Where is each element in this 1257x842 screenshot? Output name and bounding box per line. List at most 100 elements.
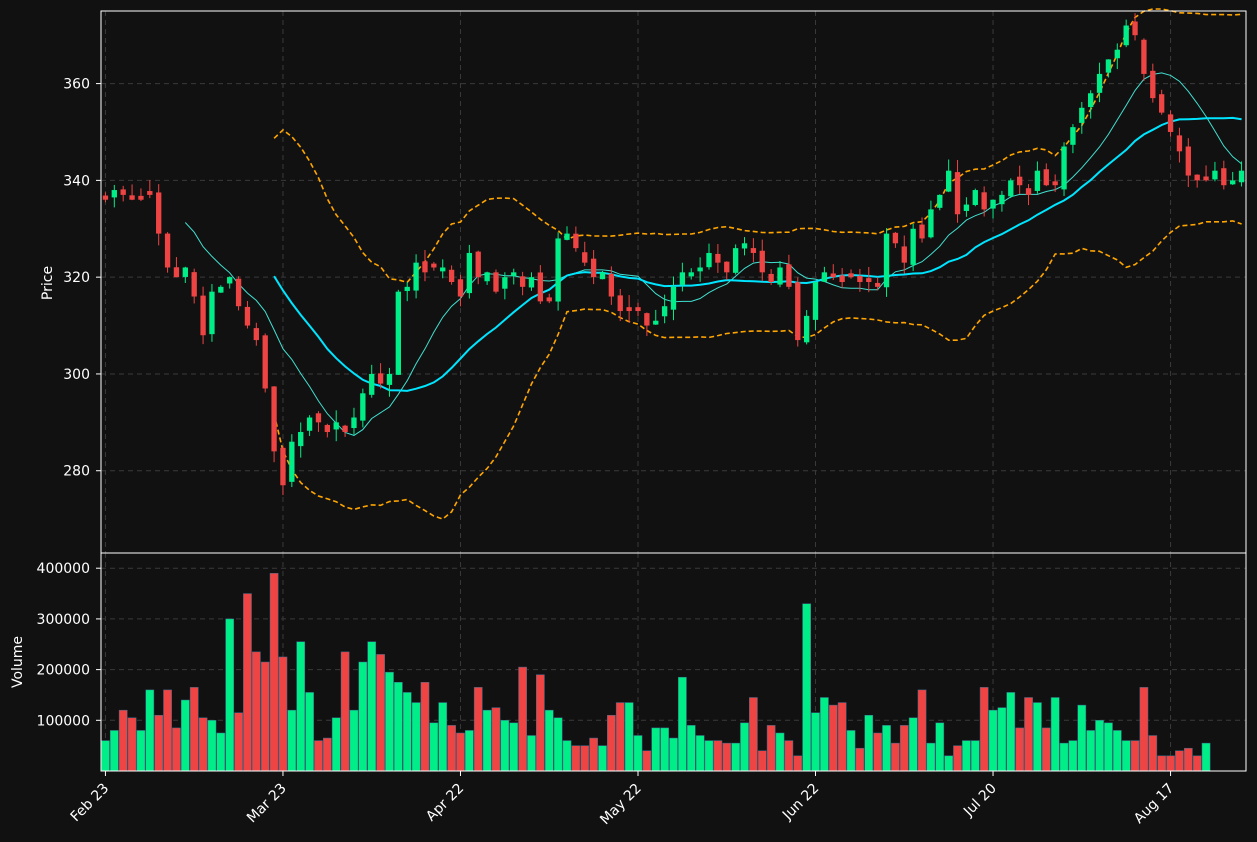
candle-body (679, 272, 686, 285)
candle-body (981, 192, 987, 210)
candle-body (1025, 188, 1032, 195)
price-candles (102, 13, 1245, 496)
volume-axis: 100000 200000 300000 400000 (37, 561, 101, 729)
candle-body (1070, 127, 1076, 145)
volume-bar (287, 709, 297, 772)
candle-body (599, 272, 606, 280)
volume-bar (411, 702, 421, 772)
candle-body (866, 278, 872, 282)
volume-bar (482, 709, 492, 772)
volume-bar (917, 689, 927, 772)
volume-bar (678, 676, 687, 772)
volume-bar (722, 742, 732, 772)
volume-bar (873, 732, 882, 772)
candle-body (342, 425, 348, 433)
volume-bar (225, 618, 235, 772)
volume-bar (757, 750, 767, 772)
price-tick-label: 280 (63, 464, 90, 480)
candle-body (972, 190, 978, 205)
candle-body (670, 286, 677, 310)
candle-body (440, 267, 446, 272)
candle-body (1017, 176, 1023, 186)
price-axis: 280 300 320 340 360 (63, 77, 101, 480)
volume-bar (394, 682, 403, 772)
candle-body (466, 252, 473, 294)
volume-tick-label: 200000 (37, 663, 90, 679)
volume-bar (518, 666, 527, 772)
moving-averages (184, 72, 1242, 436)
volume-tick-label: 100000 (37, 713, 90, 729)
candle-body (795, 282, 801, 341)
volume-bar (234, 712, 243, 772)
candle-body (1008, 180, 1014, 197)
volume-bar (1059, 742, 1069, 772)
volume-bar (243, 593, 252, 772)
volume-bar (944, 755, 953, 772)
volume-bar (420, 682, 430, 772)
volume-bar (1104, 722, 1113, 772)
volume-bar (1086, 730, 1096, 772)
volume-bar (109, 730, 119, 772)
candle-body (839, 275, 845, 282)
volume-bar (811, 712, 820, 772)
candle-body (164, 233, 171, 268)
candle-body (298, 432, 304, 447)
candle-body (1159, 94, 1165, 113)
volume-tick-label: 300000 (37, 612, 90, 628)
candle-body (404, 286, 410, 291)
volume-bar (429, 722, 439, 772)
candle-body (138, 195, 144, 200)
volume-bar (997, 707, 1007, 772)
candle-body (644, 313, 650, 326)
candle-body (573, 233, 579, 249)
candle-body (120, 189, 126, 195)
volume-bar (1050, 697, 1060, 772)
candle-body (1150, 70, 1156, 99)
candle-body (564, 233, 570, 240)
candle-body (324, 424, 330, 433)
candle-body (369, 373, 375, 395)
upper-band-line (273, 8, 1242, 284)
volume-bar (908, 717, 918, 772)
candle-body (457, 279, 464, 297)
candle-body (706, 252, 712, 268)
volume-axis-label: Volume (10, 636, 26, 688)
volume-bar (207, 720, 217, 772)
candle-body (227, 277, 233, 284)
volume-bar (660, 727, 669, 772)
candle-body (173, 267, 180, 278)
candle-body (182, 267, 188, 277)
candle-body (1123, 25, 1129, 46)
date-axis: Feb 23 Mar 23 Apr 22 May 22 Jun 22 Jul 20 Aug … (68, 771, 1177, 829)
volume-bar (314, 740, 323, 772)
candle-body (1088, 93, 1094, 108)
volume-bar (846, 730, 856, 772)
volume-bar (127, 717, 137, 772)
candle-body (653, 320, 659, 325)
volume-bar (509, 722, 519, 772)
volume-bar (1157, 755, 1167, 772)
volume-bar (695, 735, 705, 772)
volume-bar (331, 717, 341, 772)
candle-body (786, 264, 792, 287)
volume-bar (633, 735, 643, 772)
volume-bar (589, 737, 598, 772)
volume-bar (376, 654, 385, 772)
date-tick-label: Feb 23 (68, 781, 113, 826)
volume-bar (784, 740, 794, 772)
volume-bar (740, 722, 749, 772)
volume-tick-label: 400000 (37, 561, 90, 577)
candle-body (892, 232, 899, 244)
volume-bar (145, 689, 155, 772)
volume-bar (891, 742, 900, 772)
price-tick-label: 300 (63, 367, 90, 383)
date-tick-label: May 22 (597, 781, 645, 829)
candle-body (990, 199, 996, 209)
volume-bar (598, 745, 607, 772)
candle-body (582, 252, 588, 263)
candle-body (812, 282, 819, 320)
volume-bar (172, 727, 181, 772)
volume-bar (1095, 720, 1104, 772)
candle-body (697, 267, 703, 272)
candle-body (617, 295, 623, 312)
